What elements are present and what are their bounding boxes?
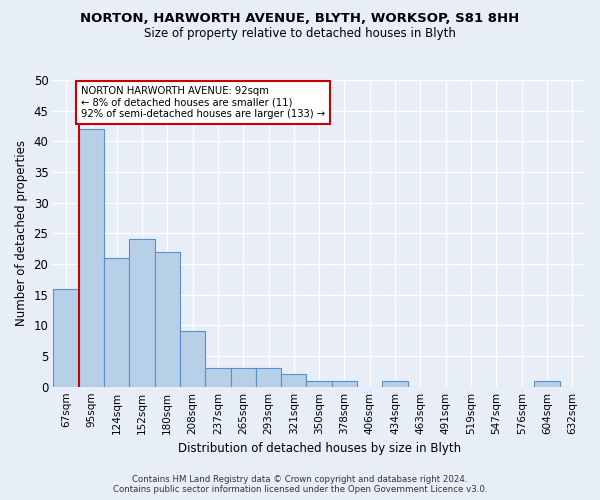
Bar bbox=[155, 252, 180, 386]
Bar bbox=[53, 288, 79, 386]
Bar bbox=[205, 368, 230, 386]
Bar bbox=[535, 380, 560, 386]
Text: NORTON, HARWORTH AVENUE, BLYTH, WORKSOP, S81 8HH: NORTON, HARWORTH AVENUE, BLYTH, WORKSOP,… bbox=[80, 12, 520, 26]
Text: NORTON HARWORTH AVENUE: 92sqm
← 8% of detached houses are smaller (11)
92% of se: NORTON HARWORTH AVENUE: 92sqm ← 8% of de… bbox=[81, 86, 325, 120]
X-axis label: Distribution of detached houses by size in Blyth: Distribution of detached houses by size … bbox=[178, 442, 461, 455]
Bar bbox=[332, 380, 357, 386]
Bar bbox=[129, 240, 155, 386]
Bar bbox=[79, 129, 104, 386]
Bar bbox=[104, 258, 129, 386]
Y-axis label: Number of detached properties: Number of detached properties bbox=[15, 140, 28, 326]
Text: Contains HM Land Registry data © Crown copyright and database right 2024.
Contai: Contains HM Land Registry data © Crown c… bbox=[113, 474, 487, 494]
Bar bbox=[256, 368, 281, 386]
Bar bbox=[281, 374, 307, 386]
Bar bbox=[180, 332, 205, 386]
Bar bbox=[307, 380, 332, 386]
Bar bbox=[382, 380, 408, 386]
Text: Size of property relative to detached houses in Blyth: Size of property relative to detached ho… bbox=[144, 28, 456, 40]
Bar bbox=[230, 368, 256, 386]
